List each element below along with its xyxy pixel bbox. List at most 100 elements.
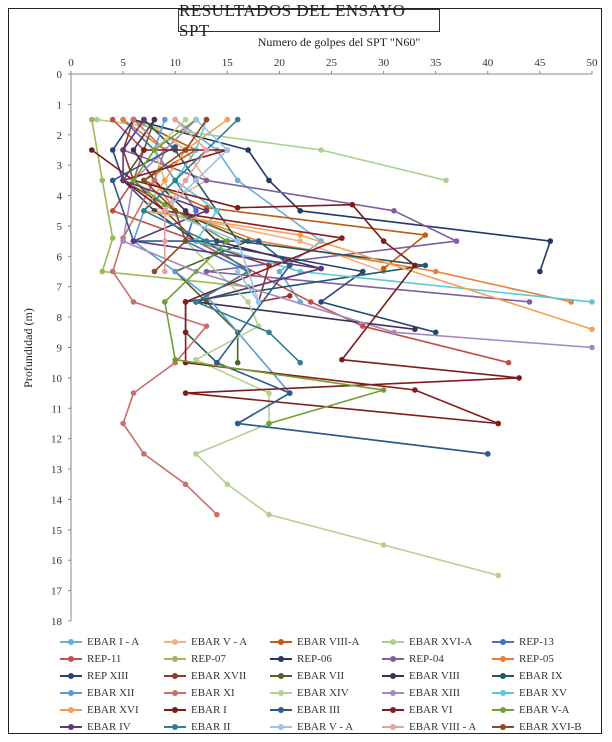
- data-point: [120, 238, 126, 244]
- data-point: [453, 238, 460, 244]
- legend-item: EBAR V - A: [270, 721, 353, 733]
- data-point: [297, 359, 304, 366]
- legend-label: EBAR XIII: [409, 687, 461, 699]
- data-point: [380, 238, 387, 244]
- data-point: [422, 262, 429, 269]
- data-point: [89, 147, 95, 153]
- legend-swatch-icon: [270, 705, 292, 715]
- data-point: [214, 359, 220, 366]
- data-point: [203, 116, 210, 123]
- legend-item: EBAR XIV: [270, 687, 349, 699]
- y-tick-label: 14: [51, 494, 63, 506]
- data-point: [162, 299, 168, 305]
- data-point: [120, 147, 126, 153]
- data-point: [203, 208, 210, 214]
- legend-swatch-icon: [164, 671, 186, 681]
- data-point: [193, 177, 199, 184]
- data-point: [214, 208, 220, 214]
- data-point: [109, 235, 116, 241]
- data-point: [318, 147, 324, 153]
- legend-item: EBAR V-A: [492, 704, 569, 716]
- data-point: [276, 268, 283, 275]
- y-tick-label: 16: [51, 555, 63, 567]
- data-point: [130, 177, 137, 184]
- data-point: [412, 262, 418, 269]
- x-tick-label: 15: [222, 57, 234, 69]
- legend-item: REP-06: [270, 653, 332, 665]
- legend-item: EBAR III: [270, 704, 340, 716]
- data-point: [109, 208, 116, 214]
- y-tick-label: 10: [51, 373, 63, 385]
- legend-label: EBAR XVI-B: [519, 721, 582, 733]
- legend-label: REP-04: [409, 653, 444, 665]
- data-point: [141, 177, 147, 184]
- data-point: [495, 572, 502, 579]
- data-point: [151, 268, 158, 275]
- legend-swatch-icon: [492, 722, 514, 732]
- data-point: [162, 116, 168, 123]
- y-tick-label: 18: [51, 616, 63, 628]
- y-tick-label: 15: [51, 525, 63, 537]
- y-tick-label: 13: [51, 464, 63, 476]
- data-point: [505, 359, 512, 366]
- data-point: [203, 238, 210, 244]
- data-point: [380, 387, 387, 393]
- legend-item: EBAR I - A: [60, 636, 139, 648]
- data-point: [162, 268, 168, 275]
- data-point: [182, 147, 189, 153]
- data-point: [130, 147, 137, 153]
- data-point: [307, 299, 314, 305]
- legend-label: EBAR VII: [297, 670, 345, 682]
- data-point: [203, 323, 210, 330]
- data-point: [349, 201, 356, 208]
- legend-item: REP XIII: [60, 670, 128, 682]
- data-point: [182, 299, 189, 305]
- legend-swatch-icon: [60, 722, 82, 732]
- data-point: [412, 326, 418, 333]
- legend-label: EBAR III: [297, 704, 341, 716]
- data-point: [360, 268, 366, 275]
- data-point: [224, 147, 231, 153]
- data-point: [94, 116, 100, 123]
- legend-swatch-icon: [382, 722, 404, 732]
- legend-label: EBAR V-A: [519, 704, 570, 716]
- legend-item: EBAR VII: [270, 670, 344, 682]
- data-point: [203, 268, 210, 275]
- data-point: [266, 329, 272, 336]
- data-point: [182, 329, 189, 336]
- legend-label: EBAR XIV: [297, 687, 349, 699]
- legend-label: EBAR VIII-A: [297, 636, 360, 648]
- data-point: [339, 235, 345, 241]
- x-tick-label: 50: [587, 57, 599, 69]
- series-line: [133, 118, 552, 272]
- data-point: [266, 420, 272, 427]
- data-point: [380, 542, 387, 548]
- series-line: [122, 119, 593, 349]
- data-point: [172, 268, 178, 275]
- x-tick-label: 35: [430, 57, 442, 69]
- data-point: [422, 232, 429, 238]
- legend-label: REP-13: [519, 636, 554, 648]
- data-point: [432, 268, 439, 275]
- data-point: [193, 116, 199, 123]
- legend-item: EBAR XV: [492, 687, 567, 699]
- data-point: [182, 177, 189, 184]
- legend-label: EBAR XVI: [87, 704, 139, 716]
- legend-label: EBAR XVI-A: [409, 636, 473, 648]
- data-point: [162, 177, 168, 184]
- legend-swatch-icon: [382, 688, 404, 698]
- legend-item: REP-04: [382, 653, 444, 665]
- data-point: [193, 356, 199, 363]
- legend-label: EBAR II: [191, 721, 231, 733]
- chart-title: RESULTADOS DEL ENSAYO SPT: [178, 1, 440, 40]
- legend-swatch-icon: [164, 722, 186, 732]
- data-point: [120, 420, 126, 427]
- y-tick-label: 6: [57, 251, 63, 263]
- data-point: [516, 375, 522, 381]
- data-point: [193, 299, 199, 305]
- legend-swatch-icon: [382, 705, 404, 715]
- data-point: [234, 204, 241, 211]
- data-point: [234, 359, 241, 366]
- y-tick-label: 3: [57, 160, 63, 172]
- data-point: [120, 116, 126, 123]
